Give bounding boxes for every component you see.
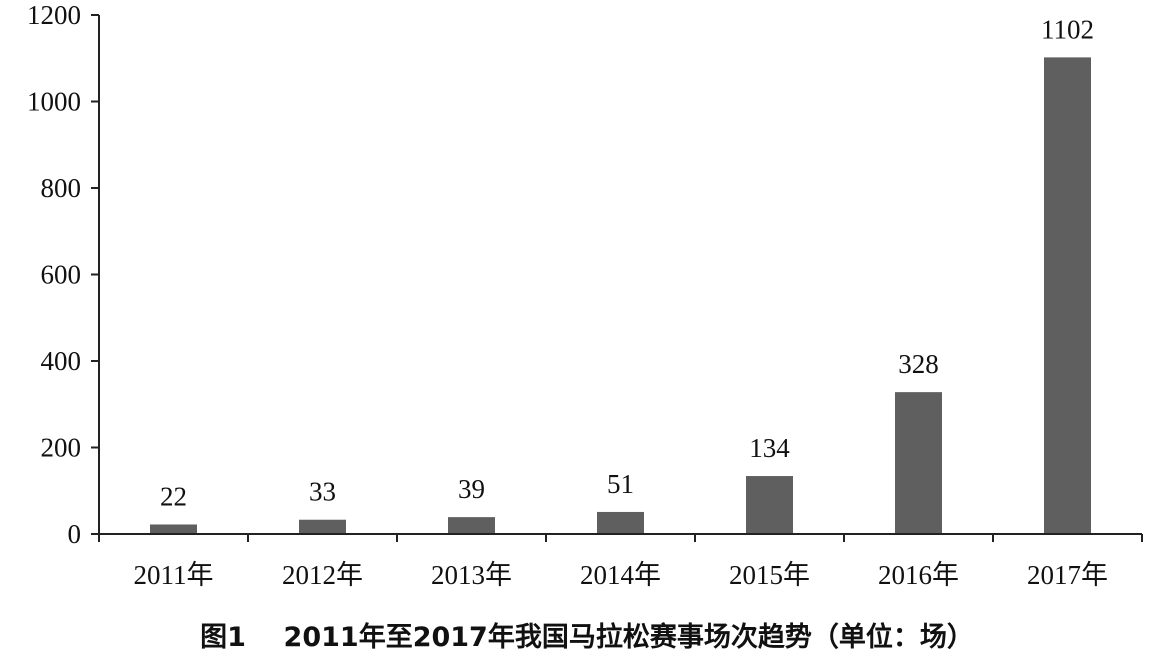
data-label: 33 xyxy=(309,477,336,507)
x-tick-label: 2014年 xyxy=(580,560,661,590)
x-tick-label: 2016年 xyxy=(878,560,959,590)
bars xyxy=(150,57,1091,534)
bar xyxy=(150,524,197,534)
y-axis: 0 200 400 600 800 1000 1200 xyxy=(27,0,100,549)
x-tick-label: 2012年 xyxy=(282,560,363,590)
x-tick-label: 2017年 xyxy=(1027,560,1108,590)
bar xyxy=(597,511,644,534)
y-tick-label: 1200 xyxy=(27,0,81,30)
y-tick-label: 800 xyxy=(41,173,82,203)
x-axis: 2011年 2012年 2013年 2014年 2015年 2016年 2017年 xyxy=(98,533,1143,590)
data-label: 328 xyxy=(898,349,939,379)
data-label: 1102 xyxy=(1041,14,1094,44)
bar xyxy=(746,476,793,534)
x-tick-label: 2013年 xyxy=(431,560,512,590)
x-tick-label: 2015年 xyxy=(729,560,810,590)
x-tick-label: 2011年 xyxy=(134,560,214,590)
y-tick-label: 400 xyxy=(41,346,82,376)
y-tick-label: 0 xyxy=(68,519,82,549)
bar xyxy=(895,392,942,534)
y-tick-label: 1000 xyxy=(27,87,81,117)
data-labels: 22 33 39 51 134 328 1102 xyxy=(160,14,1094,511)
bar xyxy=(448,517,495,534)
bar xyxy=(299,519,346,534)
bar xyxy=(1044,57,1091,534)
data-label: 22 xyxy=(160,481,187,511)
data-label: 39 xyxy=(458,474,485,504)
y-tick-label: 200 xyxy=(41,433,82,463)
data-label: 134 xyxy=(749,433,790,463)
figure-caption: 图1 2011年至2017年我国马拉松赛事场次趋势（单位：场） xyxy=(200,621,974,653)
y-tick-label: 600 xyxy=(41,260,82,290)
data-label: 51 xyxy=(607,469,634,499)
